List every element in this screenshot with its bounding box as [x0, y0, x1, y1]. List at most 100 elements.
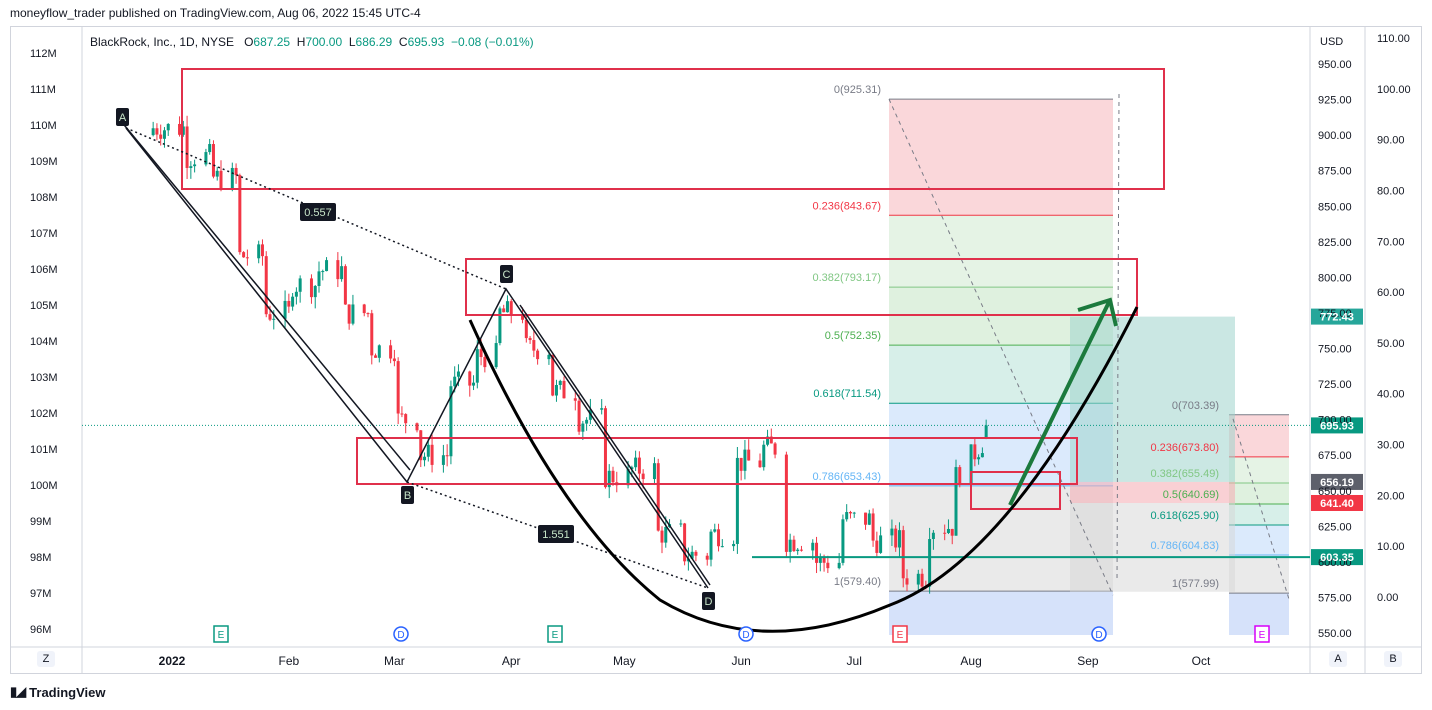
price-tag: [1311, 417, 1363, 434]
candle-body: [943, 532, 947, 534]
candle-body: [818, 557, 822, 563]
time-tick: Aug: [960, 654, 981, 668]
candle-body: [528, 338, 532, 341]
candle-body: [366, 313, 370, 315]
dividend-event-icon: [738, 626, 754, 642]
tradingview-footer: ▮◢ TradingView: [10, 684, 106, 700]
candle-body: [178, 123, 182, 135]
price-tick: 850.00: [1318, 201, 1352, 213]
money-tick: 109M: [30, 156, 58, 168]
candle-body: [958, 467, 962, 485]
price-tick: 600.00: [1318, 557, 1352, 569]
candle-body: [611, 470, 615, 483]
candle-body: [404, 414, 408, 424]
event-label: E: [897, 630, 904, 641]
fib-small-band: [1229, 482, 1289, 504]
candle-body: [558, 380, 562, 385]
fib-small-level-label: 0.382(655.49): [1151, 468, 1220, 480]
candle-body: [739, 457, 743, 471]
candle-body: [811, 542, 815, 551]
price-tick: 950.00: [1318, 59, 1352, 71]
money-tick: 103M: [30, 372, 58, 384]
candle-body: [656, 463, 660, 531]
timezone-button[interactable]: Z: [37, 651, 55, 667]
candle-body: [969, 444, 973, 485]
event-label: D: [1095, 630, 1102, 641]
price-tick: 550.00: [1318, 628, 1352, 640]
target-arrow: [1008, 299, 1112, 506]
fib-small-level-label: 0.618(625.90): [1151, 510, 1220, 522]
open-value: 687.25: [253, 35, 291, 49]
candle-body: [607, 470, 611, 488]
close-value: 695.93: [407, 35, 445, 49]
fib-small-level-label: 0.5(640.69): [1163, 489, 1219, 501]
fib-small-level-label: 0(703.39): [1172, 400, 1219, 412]
money-tick: 96M: [30, 624, 51, 636]
candles: [151, 115, 988, 594]
candle-body: [709, 531, 713, 560]
candle-body: [897, 530, 901, 548]
price-tag-value: 603.35: [1320, 552, 1354, 564]
fib-band-extension: [889, 591, 1113, 635]
candle-body: [468, 371, 472, 386]
candle-body: [841, 519, 845, 563]
candle-body: [494, 343, 498, 368]
candle-body: [792, 539, 796, 552]
money-tick: 105M: [30, 300, 58, 312]
candle-body: [547, 354, 551, 360]
pattern-point-badge: [116, 108, 129, 126]
fib-band: [889, 215, 1113, 288]
candle-body: [426, 444, 430, 457]
candle-body: [603, 408, 607, 488]
candle-body: [309, 278, 313, 298]
money-tick: 106M: [30, 264, 58, 276]
candle-body: [864, 512, 868, 525]
candle-body: [189, 166, 193, 168]
candle-body: [483, 357, 487, 368]
candle-body: [234, 167, 238, 176]
candle-body: [313, 285, 317, 298]
candle-body: [211, 144, 215, 177]
candle-body: [954, 467, 958, 536]
candle-body: [815, 542, 819, 563]
labels: USD 950.00 925.00 900.00 875.00 850.00 825.00 8…: [30, 33, 1411, 668]
fib-zones: [889, 98, 1289, 635]
ratio-badge: [538, 525, 574, 543]
price-tick: 675.00: [1318, 450, 1352, 462]
resistance-box: [356, 437, 1078, 485]
candle-body: [573, 398, 577, 401]
candle-body: [524, 319, 528, 339]
candle-body: [400, 413, 404, 415]
candle-body: [690, 551, 694, 559]
event-label: D: [742, 630, 749, 641]
bd-dotted-line: [406, 481, 709, 589]
publish-header: moneyflow_trader published on TradingVie…: [10, 6, 421, 20]
candle-body: [298, 278, 302, 292]
time-tick: Oct: [1192, 654, 1211, 668]
candle-body: [679, 523, 683, 525]
candle-body: [456, 371, 460, 377]
candle-body: [826, 562, 830, 569]
price-tick: 750.00: [1318, 344, 1352, 356]
log-scale-button[interactable]: B: [1384, 651, 1402, 667]
time-tick: Feb: [279, 654, 300, 668]
candle-body: [664, 526, 668, 543]
candle-body: [630, 467, 634, 470]
chart-frame: [10, 26, 1422, 674]
target-arrow-head: [1077, 297, 1118, 327]
candle-body: [901, 530, 905, 579]
candle-body: [449, 386, 453, 457]
candle-body: [920, 573, 924, 587]
candle-body: [472, 382, 476, 386]
candle-body: [351, 304, 355, 324]
fib-small-band: [1229, 456, 1289, 483]
close-label: C: [398, 35, 408, 49]
candle-body: [641, 473, 645, 480]
candle-body: [479, 349, 483, 358]
rsi-tick: 90.00: [1377, 135, 1405, 147]
candle-body: [283, 300, 287, 319]
auto-scale-button[interactable]: A: [1329, 651, 1347, 667]
candle-body: [347, 304, 351, 324]
money-tick: 101M: [30, 444, 58, 456]
